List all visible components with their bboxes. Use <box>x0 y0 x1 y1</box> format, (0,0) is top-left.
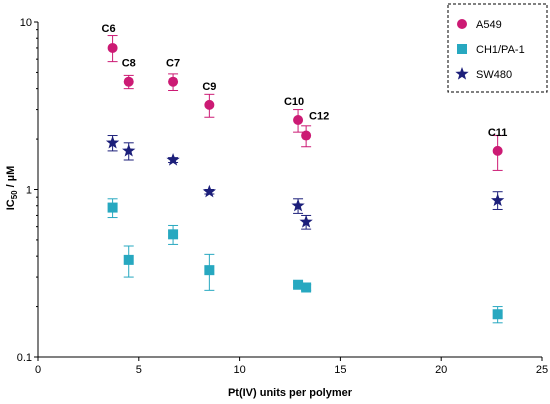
data-point-star <box>490 193 505 207</box>
legend: A549 CH1/PA-1 SW480 <box>447 3 548 93</box>
point-label: C12 <box>309 111 329 123</box>
data-point-circle <box>107 42 118 53</box>
data-point-circle <box>204 99 215 110</box>
data-point-star <box>291 198 305 212</box>
point-annotations: C6 C8 C7 C9 C10 C12 C11 <box>102 23 508 139</box>
legend-marker-square <box>457 44 467 54</box>
data-point-star <box>202 184 217 198</box>
y-tick-label: 10 <box>20 17 32 29</box>
data-point-square <box>204 265 215 276</box>
point-label: C11 <box>488 127 508 139</box>
point-label: C10 <box>284 96 304 108</box>
legend-entry-label: A549 <box>476 19 502 31</box>
data-point-circle <box>123 76 134 87</box>
legend-marker-circle <box>457 19 467 29</box>
data-point-square <box>107 202 118 213</box>
data-point-star <box>299 214 313 228</box>
y-tick-label: 0.1 <box>17 352 32 364</box>
data-point-square <box>301 282 312 293</box>
data-point-square <box>293 279 304 290</box>
legend-entry-label: CH1/PA-1 <box>476 44 525 56</box>
data-point-circle <box>168 76 179 87</box>
error-bars <box>107 35 503 324</box>
x-tick-label: 10 <box>233 364 245 376</box>
x-tick-label: 20 <box>435 364 447 376</box>
point-label: C8 <box>122 58 136 70</box>
legend-entry-label: SW480 <box>476 69 512 81</box>
y-axis-title-main: IC <box>5 199 17 210</box>
data-point-circle <box>492 145 503 156</box>
data-point-circle <box>293 114 304 125</box>
data-point-star <box>122 143 136 157</box>
data-markers <box>105 42 505 320</box>
x-axis-title: Pt(IV) units per polymer <box>228 387 353 399</box>
y-axis-title-tail: / µM <box>5 166 17 191</box>
x-tick-label: 5 <box>136 364 142 376</box>
legend-marker-star <box>455 67 469 80</box>
data-point-circle <box>301 130 312 141</box>
data-point-star <box>166 153 180 166</box>
y-tick-label: 1 <box>26 185 32 197</box>
point-label: C9 <box>202 81 216 93</box>
data-point-square <box>492 309 503 320</box>
axis-ticks: 0 5 10 15 20 25 0.1 1 10 <box>17 17 548 376</box>
y-axis-title-subscript: 50 <box>10 190 19 199</box>
data-point-square <box>168 229 179 240</box>
point-label: C6 <box>102 23 116 35</box>
data-point-star <box>105 135 120 149</box>
x-tick-label: 0 <box>35 364 41 376</box>
y-axis-title: IC50 / µM <box>5 166 19 211</box>
point-label: C7 <box>166 58 180 70</box>
x-tick-label: 25 <box>536 364 548 376</box>
data-point-square <box>123 254 134 265</box>
x-tick-label: 15 <box>334 364 346 376</box>
